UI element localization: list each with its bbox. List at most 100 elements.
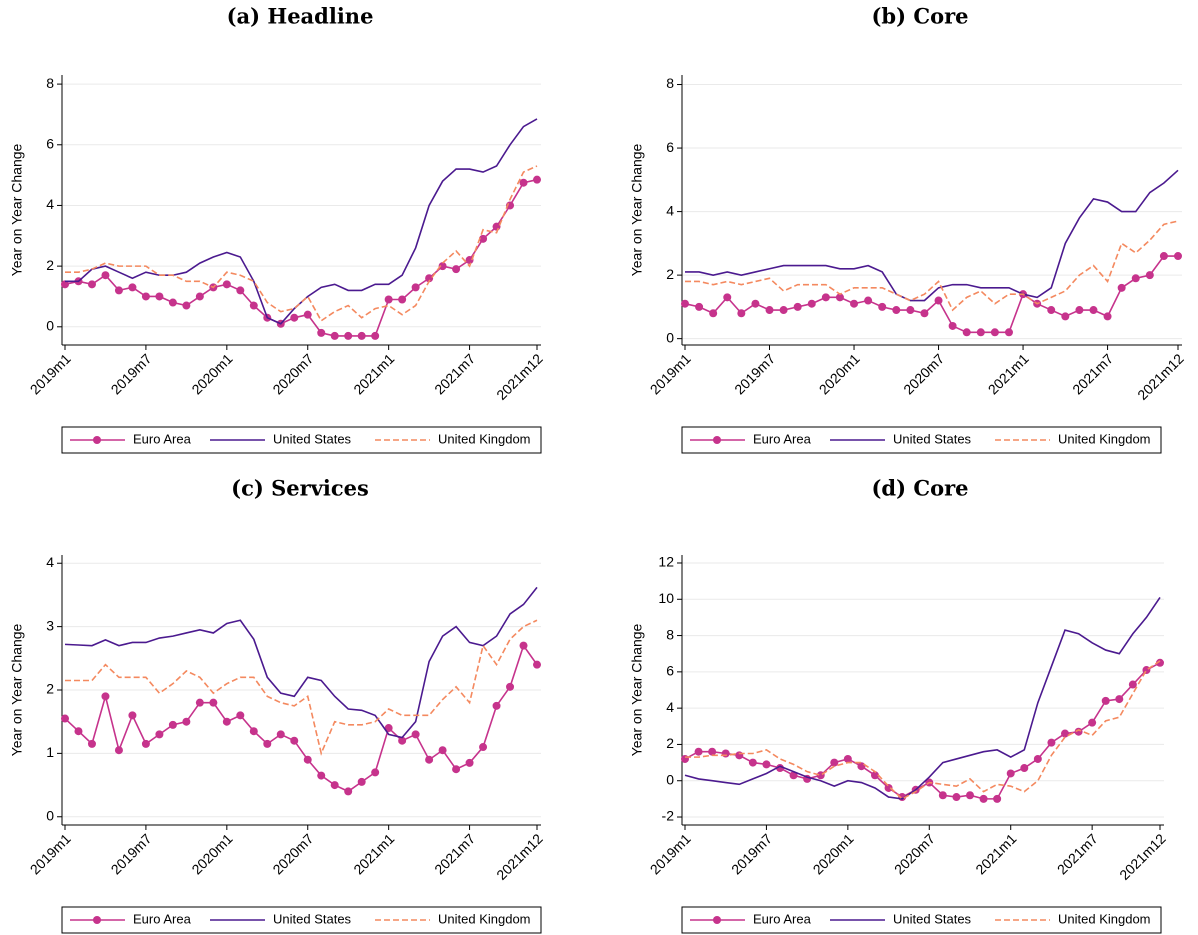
x-tick-label: 2019m1 [27, 830, 74, 877]
series-marker [934, 296, 943, 305]
legend-marker [93, 916, 101, 924]
x-tick-label: 2021m12 [1116, 830, 1169, 883]
x-tick-label: 2021m1 [972, 830, 1019, 877]
series-marker [236, 711, 245, 720]
x-tick-label: 2021m12 [1134, 350, 1187, 403]
series-marker [1061, 729, 1069, 738]
x-tick-label: 2021m7 [1069, 350, 1116, 397]
series-marker [182, 717, 191, 726]
panel-title: (d) Core [871, 476, 968, 501]
series-marker [1145, 271, 1154, 280]
series-marker [425, 274, 434, 283]
series-marker [762, 760, 771, 769]
series-marker [371, 331, 380, 340]
series-marker [101, 692, 110, 701]
x-tick-label: 2020m7 [269, 830, 316, 877]
series-marker [128, 711, 137, 720]
series-marker [737, 309, 746, 318]
series-marker [721, 749, 730, 758]
legend-label: United States [273, 431, 352, 446]
x-tick-label: 2019m1 [27, 350, 74, 397]
x-tick-label: 2021m1 [350, 830, 397, 877]
series-marker [61, 714, 69, 723]
x-tick-label: 2021m1 [985, 350, 1032, 397]
series-marker [681, 299, 689, 308]
series-marker [962, 328, 971, 337]
y-axis-title: Year on Year Change [9, 623, 25, 756]
series-marker [249, 727, 258, 736]
series-marker [1033, 754, 1042, 763]
x-tick-label: 2021m12 [493, 350, 546, 403]
y-tick-label: 4 [46, 196, 54, 212]
series-marker [765, 306, 774, 315]
series-marker [748, 758, 757, 767]
series-marker [290, 313, 299, 322]
series-marker [871, 771, 879, 780]
series-marker [952, 793, 961, 802]
y-tick-label: 4 [46, 554, 54, 570]
panel: (a) Headline Year on Year Change 0 2 4 6 8 2019… [9, 4, 546, 454]
y-tick-label: 6 [666, 139, 674, 155]
panel: (b) Core Year on Year Change 0 2 4 6 8 2019m1 20… [629, 4, 1187, 454]
series-marker [195, 292, 204, 301]
series-marker [857, 762, 866, 771]
series-marker [938, 791, 947, 800]
series-marker [182, 301, 191, 310]
series-line [685, 169, 1179, 302]
y-axis-title: Year on Year Change [629, 623, 645, 756]
series-marker [1159, 252, 1168, 261]
series-marker [1115, 695, 1124, 704]
legend-label: United Kingdom [1058, 431, 1151, 446]
series-marker [155, 730, 164, 739]
legend-label: Euro Area [133, 431, 192, 446]
y-tick-label: 8 [46, 75, 54, 91]
series-marker [465, 256, 474, 265]
series-marker [371, 768, 380, 777]
series-marker [993, 794, 1002, 803]
series-marker [303, 755, 312, 764]
y-tick-label: 1 [46, 744, 54, 760]
series-marker [776, 764, 784, 773]
series-marker [398, 736, 407, 745]
series-marker [209, 698, 218, 707]
series-marker [506, 682, 515, 691]
y-tick-label: 2 [666, 266, 674, 282]
y-tick-label: 2 [666, 735, 674, 751]
y-tick-label: -2 [662, 808, 675, 824]
series-marker [979, 794, 988, 803]
panel: (c) Services Year on Year Change 0 1 2 3 4 2019… [9, 476, 546, 934]
series-marker [892, 306, 901, 315]
y-tick-label: 4 [666, 202, 674, 218]
series-marker [843, 754, 852, 763]
series-marker [276, 730, 285, 739]
legend-box [681, 426, 1162, 454]
series-marker [452, 765, 461, 774]
x-tick-label: 2019m7 [108, 830, 155, 877]
y-tick-label: 0 [46, 807, 54, 823]
series-marker [492, 701, 501, 710]
y-tick-label: 4 [666, 699, 674, 715]
series-marker [1117, 283, 1126, 292]
series-line [65, 619, 538, 756]
series-marker [793, 302, 802, 311]
series-marker [357, 331, 366, 340]
series-marker [807, 299, 816, 308]
legend-box [61, 906, 542, 934]
series-marker [87, 739, 96, 748]
series-marker [1006, 769, 1015, 778]
series-marker [694, 747, 703, 756]
series-marker [1156, 658, 1164, 667]
x-tick-label: 2019m7 [108, 350, 155, 397]
x-tick-label: 2020m7 [269, 350, 316, 397]
series-marker [195, 698, 204, 707]
y-axis-title: Year on Year Change [629, 143, 645, 276]
x-tick-label: 2019m7 [728, 830, 775, 877]
series-marker [1103, 312, 1112, 321]
series-line [65, 118, 538, 325]
series-marker [74, 727, 83, 736]
series-marker [303, 310, 312, 319]
series-marker [1074, 727, 1083, 736]
series-marker [155, 292, 164, 301]
legend-marker [93, 436, 101, 444]
